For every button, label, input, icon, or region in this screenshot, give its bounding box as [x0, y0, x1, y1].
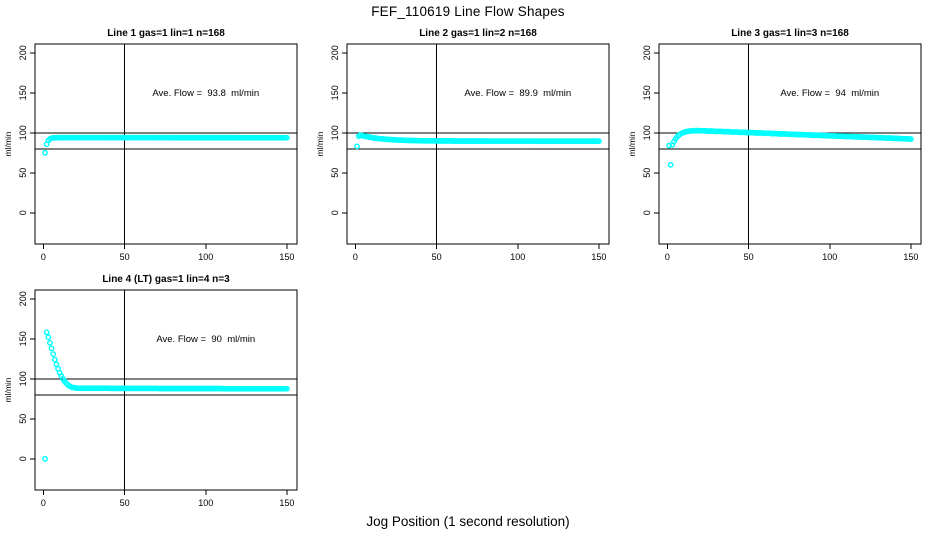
x-tick-label: 150: [591, 252, 606, 262]
y-tick-label: 0: [330, 210, 340, 215]
y-tick-label: 0: [18, 210, 28, 215]
y-tick-label: 200: [18, 291, 28, 306]
plot-box: [34, 289, 298, 491]
y-tick-label: 0: [18, 456, 28, 461]
data-points: [42, 329, 290, 462]
data-points: [666, 127, 914, 168]
avg-flow-annotation: Ave. Flow = 90 ml/min: [156, 334, 255, 345]
y-axis-label: ml/min: [627, 131, 637, 156]
y-tick-label: 200: [642, 45, 652, 60]
y-axis-label: ml/min: [315, 131, 325, 156]
x-tick-label: 0: [41, 252, 46, 262]
panel-line-4: Line 4 (LT) gas=1 lin=4 n=3 0 50 100 150 0 50 1…: [3, 274, 298, 508]
y-axis-label: ml/min: [3, 377, 13, 402]
avg-flow-annotation: Ave. Flow = 93.8 ml/min: [152, 88, 259, 99]
plot-box: [346, 43, 610, 245]
x-tick-label: 0: [665, 252, 670, 262]
panel-title: Line 2 gas=1 lin=2 n=168: [419, 28, 537, 39]
plot-box: [658, 43, 922, 245]
x-axis-label: Jog Position (1 second resolution): [366, 514, 570, 529]
avg-flow-annotation: Ave. Flow = 89.9 ml/min: [464, 88, 571, 99]
x-tick-label: 100: [822, 252, 837, 262]
y-tick-label: 50: [18, 414, 28, 424]
x-tick-label: 100: [198, 252, 213, 262]
y-axis-label: ml/min: [3, 131, 13, 156]
panel-title: Line 3 gas=1 lin=3 n=168: [731, 28, 849, 39]
y-tick-label: 100: [330, 125, 340, 140]
y-tick-label: 50: [18, 168, 28, 178]
panel-line-2: Line 2 gas=1 lin=2 n=168 0 50 100 150 0 50 100 1…: [315, 28, 610, 262]
y-tick-label: 0: [642, 210, 652, 215]
panel-line-1: Line 1 gas=1 lin=1 n=168 0 50 100 150 0 50 100 1…: [3, 28, 298, 262]
x-tick-label: 0: [353, 252, 358, 262]
y-tick-label: 100: [18, 125, 28, 140]
x-tick-label: 50: [744, 252, 754, 262]
panel-title: Line 4 (LT) gas=1 lin=4 n=3: [102, 274, 230, 285]
y-tick-label: 50: [642, 168, 652, 178]
x-tick-label: 100: [510, 252, 525, 262]
panel-line-3: Line 3 gas=1 lin=3 n=168 0 50 100 150 0 50 100 1…: [627, 28, 922, 262]
x-tick-label: 50: [432, 252, 442, 262]
panel-title: Line 1 gas=1 lin=1 n=168: [107, 28, 225, 39]
x-tick-label: 150: [279, 498, 294, 508]
x-tick-label: 0: [41, 498, 46, 508]
y-tick-label: 150: [18, 85, 28, 100]
data-points: [42, 134, 290, 156]
x-tick-label: 50: [120, 252, 130, 262]
figure-title: FEF_110619 Line Flow Shapes: [371, 4, 565, 19]
y-tick-label: 200: [18, 45, 28, 60]
x-tick-label: 100: [198, 498, 213, 508]
x-tick-label: 50: [120, 498, 130, 508]
y-tick-label: 100: [642, 125, 652, 140]
data-points: [354, 132, 602, 150]
y-tick-label: 150: [18, 331, 28, 346]
y-tick-label: 150: [330, 85, 340, 100]
y-tick-label: 50: [330, 168, 340, 178]
y-tick-label: 200: [330, 45, 340, 60]
y-tick-label: 100: [18, 371, 28, 386]
plot-box: [34, 43, 298, 245]
y-tick-label: 150: [642, 85, 652, 100]
avg-flow-annotation: Ave. Flow = 94 ml/min: [780, 88, 879, 99]
x-tick-label: 150: [279, 252, 294, 262]
x-tick-label: 150: [903, 252, 918, 262]
